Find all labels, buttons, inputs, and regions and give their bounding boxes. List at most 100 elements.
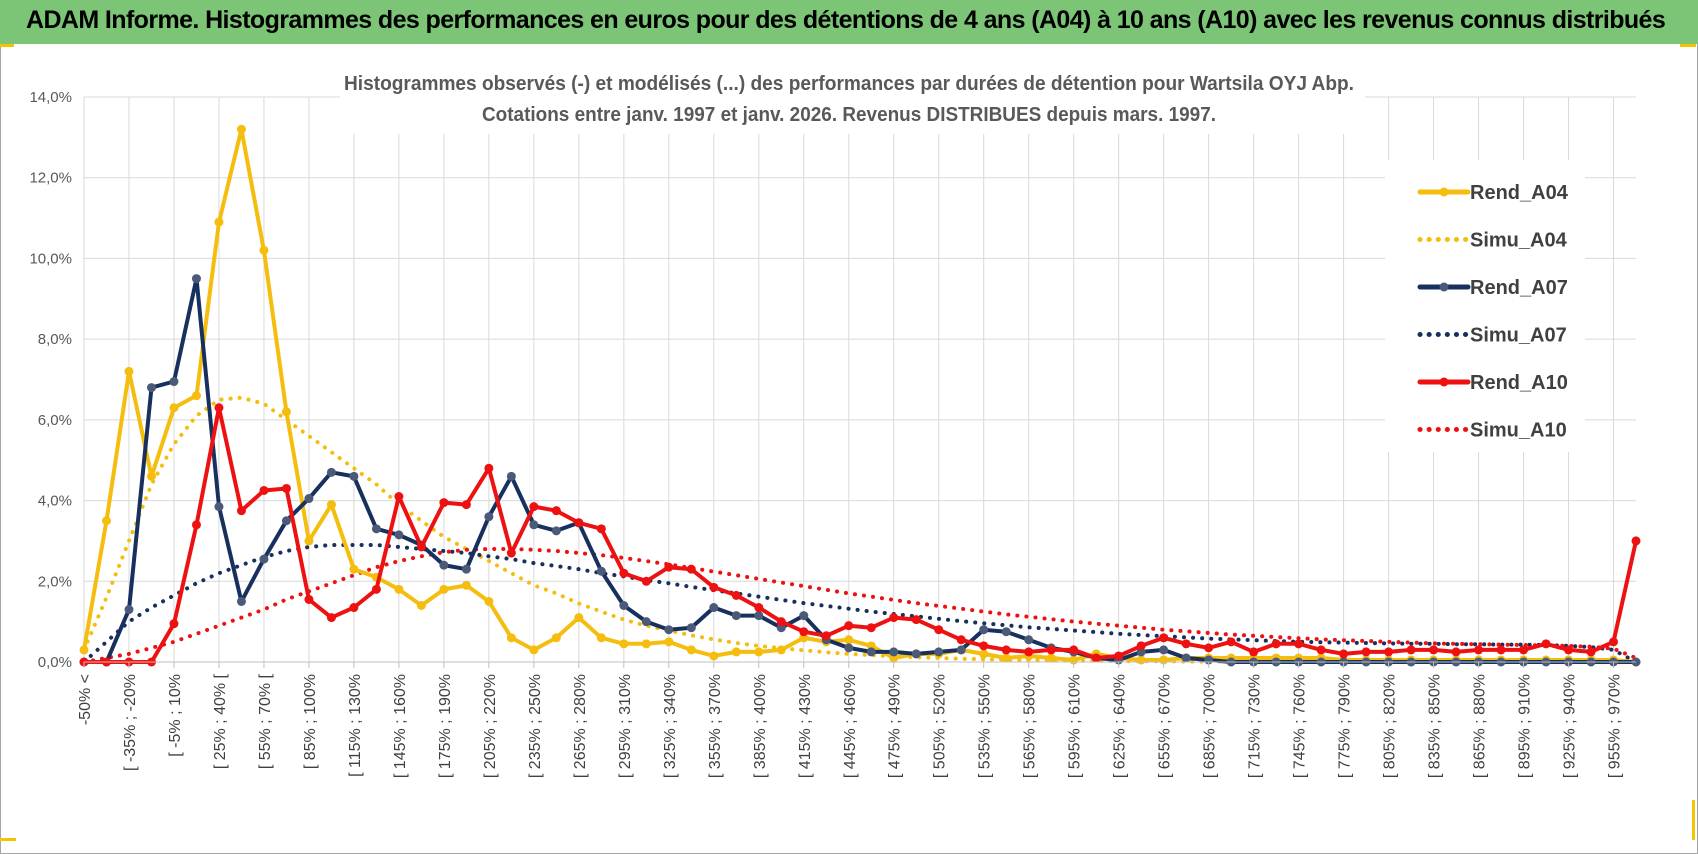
point-rend-a10 — [799, 627, 809, 637]
legend-label: Simu_A04 — [1470, 230, 1568, 252]
x-tick-label: [ 565% ; 580% — [1022, 674, 1039, 778]
y-tick-label: 8,0% — [38, 331, 72, 348]
y-tick-label: 4,0% — [38, 493, 72, 510]
point-rend-a10 — [1249, 647, 1259, 657]
point-rend-a07 — [236, 596, 246, 606]
y-tick-label: 12,0% — [29, 170, 72, 187]
point-rend-a07 — [214, 502, 224, 512]
point-rend-a04 — [596, 633, 606, 643]
chart-title-line2: Cotations entre janv. 1997 et janv. 2026… — [482, 104, 1216, 126]
point-rend-a10 — [191, 520, 201, 530]
point-rend-a04 — [101, 516, 111, 526]
x-tick-label: [ 775% ; 790% — [1337, 674, 1354, 778]
x-tick-label: [ 745% ; 760% — [1292, 674, 1309, 778]
x-tick-label: [ 535% ; 550% — [977, 674, 994, 778]
point-rend-a07 — [911, 649, 921, 659]
point-rend-a04 — [709, 651, 719, 661]
point-rend-a10 — [1474, 645, 1484, 655]
point-rend-a07 — [146, 383, 156, 393]
point-rend-a04 — [169, 403, 179, 413]
point-rend-a10 — [1361, 647, 1371, 657]
legend-marker — [1439, 377, 1449, 387]
point-rend-a07 — [799, 611, 809, 621]
point-rend-a07 — [596, 566, 606, 576]
point-rend-a10 — [619, 568, 629, 578]
x-tick-label: [ 925% ; 940% — [1562, 674, 1579, 778]
point-rend-a10 — [326, 613, 336, 623]
point-rend-a10 — [371, 584, 381, 594]
point-rend-a04 — [304, 536, 314, 546]
x-tick-label: [ 85% ; 100% — [302, 674, 319, 769]
point-rend-a10 — [1496, 645, 1506, 655]
y-tick-label: 14,0% — [29, 89, 72, 106]
x-tick-label: [ 415% ; 430% — [797, 674, 814, 778]
point-rend-a10 — [596, 524, 606, 534]
point-rend-a10 — [1406, 645, 1416, 655]
point-rend-a07 — [1159, 645, 1169, 655]
point-rend-a04 — [416, 601, 426, 610]
x-tick-label: [ 115% ; 130% — [347, 674, 364, 777]
point-rend-a10 — [1541, 639, 1551, 649]
point-rend-a10 — [776, 617, 786, 627]
legend-marker — [1439, 282, 1449, 292]
point-rend-a04 — [281, 407, 291, 417]
legend-box — [1385, 160, 1585, 452]
series-rend-a10 — [82, 405, 1638, 664]
point-rend-a07 — [1181, 653, 1191, 663]
point-rend-a10 — [394, 492, 404, 502]
point-rend-a04 — [506, 633, 516, 643]
y-tick-label: 6,0% — [38, 412, 72, 429]
point-rend-a07 — [169, 377, 179, 387]
legend-marker — [1439, 187, 1449, 197]
point-rend-a07 — [394, 530, 404, 540]
point-rend-a07 — [484, 512, 494, 522]
point-rend-a10 — [1519, 645, 1529, 655]
point-rend-a07 — [866, 647, 876, 657]
point-rend-a10 — [1631, 536, 1641, 546]
x-tick-label: [ 235% ; 250% — [527, 674, 544, 778]
point-rend-a10 — [1384, 647, 1394, 657]
point-rend-a04 — [979, 649, 989, 659]
point-rend-a10 — [754, 603, 764, 613]
point-rend-a04 — [731, 647, 741, 657]
point-rend-a04 — [259, 245, 269, 255]
point-rend-a07 — [371, 524, 381, 534]
point-rend-a07 — [304, 494, 314, 504]
point-rend-a07 — [709, 603, 719, 613]
point-rend-a04 — [79, 645, 89, 655]
y-tick-label: 0,0% — [38, 654, 72, 671]
point-rend-a10 — [1024, 647, 1034, 657]
x-tick-label: [ 265% ; 280% — [572, 674, 589, 778]
point-rend-a07 — [934, 647, 944, 657]
point-rend-a10 — [1294, 639, 1304, 649]
point-rend-a04 — [574, 613, 584, 623]
point-rend-a10 — [1451, 647, 1461, 657]
point-rend-a10 — [281, 483, 291, 493]
point-rend-a04 — [1001, 653, 1011, 663]
x-tick-label: [ -5% ; 10% — [167, 674, 184, 757]
x-tick-label: [ 955% ; 970% — [1607, 674, 1624, 778]
corner-mark-bl — [0, 838, 16, 841]
x-tick-label: [ 205% ; 220% — [482, 674, 499, 778]
point-rend-a10 — [1046, 645, 1056, 655]
point-rend-a10 — [529, 502, 539, 512]
point-rend-a04 — [214, 217, 224, 227]
point-rend-a04 — [664, 637, 674, 647]
point-rend-a07 — [641, 617, 651, 627]
point-rend-a10 — [1204, 643, 1214, 653]
point-rend-a10 — [236, 506, 246, 516]
point-rend-a04 — [619, 639, 629, 649]
point-rend-a04 — [1046, 653, 1056, 663]
point-rend-a10 — [911, 615, 921, 625]
x-tick-label: [ 355% ; 370% — [707, 674, 724, 778]
x-tick-label: [ 325% ; 340% — [662, 674, 679, 778]
point-rend-a07 — [754, 611, 764, 621]
point-rend-a10 — [1429, 645, 1439, 655]
point-rend-a04 — [641, 639, 651, 649]
chart-title-line1: Histogrammes observés (-) et modélisés (… — [344, 73, 1354, 95]
point-rend-a10 — [349, 603, 359, 613]
point-rend-a10 — [574, 518, 584, 528]
point-rend-a07 — [326, 467, 336, 477]
point-rend-a07 — [844, 643, 854, 653]
